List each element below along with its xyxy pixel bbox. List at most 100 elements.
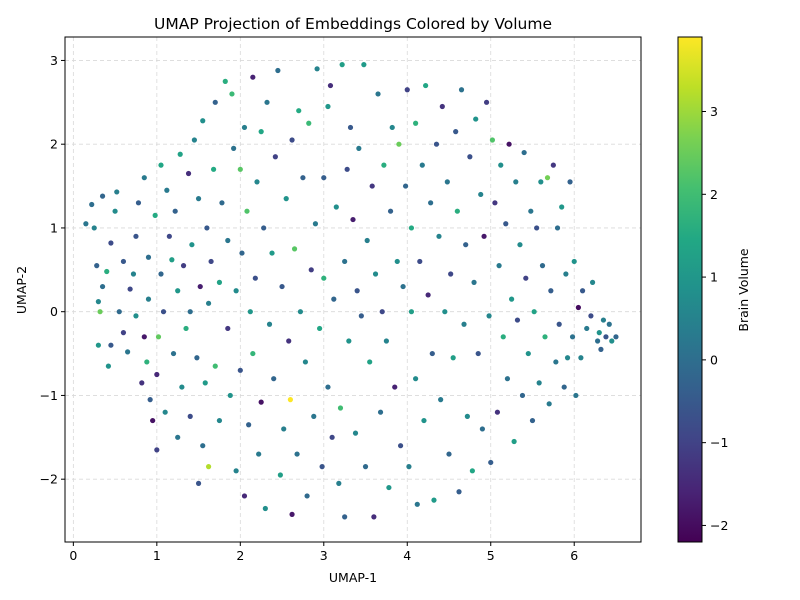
scatter-point xyxy=(514,317,521,323)
scatter-point xyxy=(571,258,577,265)
scatter-point xyxy=(155,334,162,340)
colorbar-tick-label: 3 xyxy=(710,104,718,119)
scatter-point xyxy=(372,271,379,277)
scatter-point xyxy=(266,321,273,327)
scatter-point xyxy=(523,275,529,281)
scatter-point xyxy=(154,371,160,378)
scatter-point xyxy=(83,221,89,227)
scatter-point xyxy=(195,480,202,486)
scatter-point xyxy=(367,359,373,365)
scatter-point xyxy=(175,434,181,440)
scatter-point xyxy=(187,413,193,419)
scatter-point xyxy=(229,91,235,97)
scatter-point xyxy=(450,355,456,361)
scatter-point xyxy=(277,472,283,478)
scatter-point xyxy=(302,359,309,365)
scatter-point xyxy=(336,480,342,486)
scatter-point xyxy=(413,376,419,382)
scatter-point xyxy=(177,151,183,157)
scatter-point xyxy=(364,237,370,244)
scatter-point xyxy=(191,137,197,143)
scatter-point xyxy=(383,338,389,344)
scatter-point xyxy=(145,296,152,302)
scatter-point xyxy=(160,309,167,315)
scatter-point xyxy=(553,359,559,365)
scatter-point xyxy=(486,313,492,319)
x-tick-label: 3 xyxy=(320,548,328,563)
scatter-point xyxy=(162,409,168,415)
scatter-point xyxy=(419,162,425,168)
scatter-point xyxy=(239,250,245,256)
scatter-point xyxy=(600,317,607,323)
scatter-point xyxy=(448,271,454,277)
scatter-point xyxy=(379,309,385,315)
scatter-point xyxy=(550,162,556,168)
y-tick-label: −2 xyxy=(40,472,58,487)
scatter-point xyxy=(483,99,490,105)
scatter-point xyxy=(219,200,225,206)
scatter-point xyxy=(584,325,590,332)
scatter-point xyxy=(589,279,596,285)
scatter-point xyxy=(429,350,435,357)
scatter-points xyxy=(83,62,619,520)
plot-area-frame xyxy=(64,36,642,543)
scatter-point xyxy=(314,66,320,72)
scatter-point xyxy=(144,359,150,365)
scatter-point xyxy=(264,99,270,105)
scatter-point xyxy=(212,363,218,369)
scatter-point xyxy=(279,283,285,290)
scatter-point xyxy=(139,380,145,386)
scatter-point xyxy=(438,397,444,403)
gridlines xyxy=(65,37,641,542)
scatter-point xyxy=(350,216,356,223)
scatter-point xyxy=(200,443,206,449)
scatter-point xyxy=(197,283,203,290)
scatter-point xyxy=(500,334,506,340)
x-tick-label: 0 xyxy=(69,548,77,563)
scatter-point xyxy=(346,338,352,344)
scatter-point xyxy=(97,309,103,315)
scatter-point xyxy=(496,263,502,269)
scatter-point xyxy=(454,208,460,214)
scatter-point xyxy=(258,129,264,135)
scatter-point xyxy=(175,288,181,294)
y-tick-label: −1 xyxy=(40,388,58,403)
scatter-point xyxy=(250,74,256,80)
scatter-point xyxy=(573,392,579,399)
scatter-point xyxy=(567,179,573,185)
scatter-point xyxy=(319,464,325,470)
scatter-point xyxy=(556,321,562,327)
scatter-point xyxy=(95,299,101,305)
scatter-point xyxy=(546,401,552,407)
scatter-point xyxy=(91,225,97,231)
scatter-point xyxy=(464,413,470,419)
scatter-point xyxy=(433,141,440,147)
scatter-point xyxy=(446,451,452,457)
scatter-point xyxy=(327,82,334,89)
scatter-point xyxy=(147,397,153,403)
scatter-point xyxy=(291,246,298,252)
scatter-point xyxy=(216,417,223,424)
scatter-point xyxy=(247,309,253,315)
scatter-point xyxy=(481,233,487,239)
y-tick-label: 1 xyxy=(50,220,58,235)
scatter-point xyxy=(417,258,423,265)
scatter-point xyxy=(408,225,415,231)
scatter-point xyxy=(456,489,462,495)
scatter-point xyxy=(421,417,427,424)
scatter-point xyxy=(564,355,571,361)
scatter-point xyxy=(606,321,612,327)
scatter-point xyxy=(544,175,551,181)
scatter-point xyxy=(258,399,264,405)
scatter-point xyxy=(579,288,586,294)
scatter-point xyxy=(521,149,527,156)
scatter-point xyxy=(538,179,544,185)
scatter-point xyxy=(371,514,377,520)
scatter-point xyxy=(509,296,515,302)
scatter-point xyxy=(504,376,511,382)
scatter-point xyxy=(296,108,302,114)
scatter-point xyxy=(281,426,287,432)
scatter-point xyxy=(377,409,384,415)
scatter-point xyxy=(289,511,295,517)
scatter-point xyxy=(478,191,484,198)
